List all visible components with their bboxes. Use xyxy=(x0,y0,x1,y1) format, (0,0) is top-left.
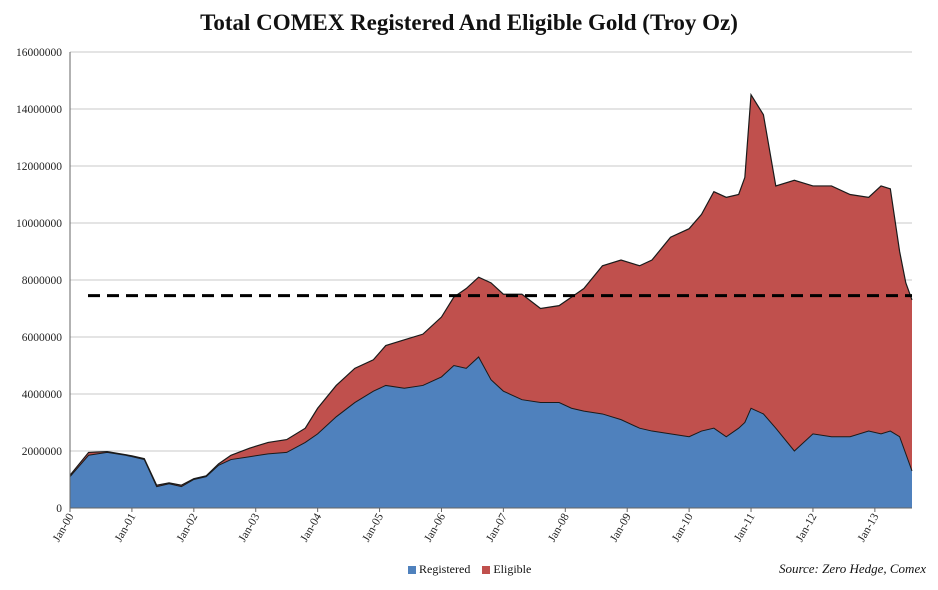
area-registered xyxy=(70,356,912,508)
y-tick-label: 2000000 xyxy=(22,446,63,458)
x-tick-label: Jan-01 xyxy=(113,511,139,544)
line-registered xyxy=(69,356,913,488)
y-tick-label: 6000000 xyxy=(22,332,63,344)
x-tick-label: Jan-02 xyxy=(175,511,201,544)
y-tick-label: 16000000 xyxy=(16,47,62,59)
x-tick-label: Jan-12 xyxy=(794,511,820,544)
x-tick-label: Jan-09 xyxy=(608,511,634,544)
x-tick-label: Jan-07 xyxy=(484,511,510,544)
x-tick-label: Jan-13 xyxy=(856,511,882,544)
legend-swatch-registered xyxy=(408,565,416,574)
x-tick-label: Jan-05 xyxy=(360,511,386,544)
y-tick-label: 0 xyxy=(56,503,62,515)
source-note: Source: Zero Hedge, Comex xyxy=(778,561,926,576)
x-tick-label: Jan-00 xyxy=(51,511,77,544)
y-tick-labels: 0 2000000 4000000 6000000 8000000 10000000 120… xyxy=(16,47,62,515)
axes xyxy=(69,52,912,509)
y-tick-label: 10000000 xyxy=(16,218,62,230)
y-tick-label: 14000000 xyxy=(16,104,62,116)
chart-title: Total COMEX Registered And Eligible Gold… xyxy=(200,10,738,35)
legend: Registered Eligible xyxy=(408,562,543,577)
legend-label-eligible: Eligible xyxy=(493,562,532,576)
area-series xyxy=(69,92,913,508)
legend-item-registered: Registered xyxy=(408,562,470,577)
area-eligible xyxy=(70,94,912,487)
x-tick-label: Jan-10 xyxy=(670,511,696,544)
x-tick-label: Jan-04 xyxy=(299,511,325,544)
x-tick-label: Jan-06 xyxy=(422,511,448,544)
line-total xyxy=(69,92,913,486)
legend-item-eligible: Eligible xyxy=(482,562,531,577)
x-tick-label: Jan-08 xyxy=(546,511,572,544)
legend-label-registered: Registered xyxy=(419,562,471,576)
x-tick-label: Jan-11 xyxy=(732,511,758,543)
y-tick-label: 12000000 xyxy=(16,161,62,173)
x-tick-label: Jan-03 xyxy=(237,511,263,544)
y-tick-label: 4000000 xyxy=(22,389,63,401)
y-tick-label: 8000000 xyxy=(22,275,63,287)
x-tick-labels: Jan-00 Jan-01 Jan-02 Jan-03 Jan-04 Jan-05 Jan-… xyxy=(51,508,882,544)
legend-swatch-eligible xyxy=(482,565,491,574)
